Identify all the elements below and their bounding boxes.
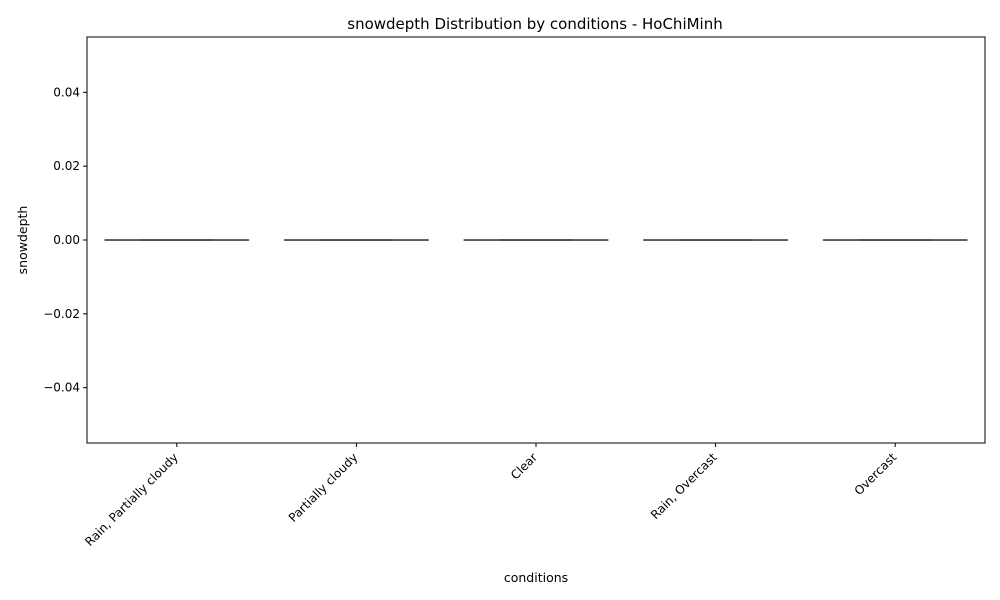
x-tick-label: Partially cloudy [286, 450, 361, 525]
x-tick-label: Overcast [852, 450, 900, 498]
y-axis-label: snowdepth [15, 206, 30, 275]
y-tick-label: 0.02 [53, 159, 80, 173]
x-tick-label: Clear [508, 450, 540, 482]
x-axis-label: conditions [504, 570, 568, 585]
x-tick-label: Rain, Overcast [648, 450, 720, 522]
y-tick-label: 0.04 [53, 85, 80, 99]
x-tick-label: Rain, Partially cloudy [82, 450, 181, 549]
plot-frame [86, 36, 986, 444]
y-tick-label: −0.04 [43, 381, 80, 395]
y-axis-ticks: −0.04 −0.02 0.00 0.02 0.04 [43, 85, 87, 395]
y-tick-label: 0.00 [53, 233, 80, 247]
chart-title: snowdepth Distribution by conditions - H… [347, 15, 722, 33]
y-tick-label: −0.02 [43, 307, 80, 321]
x-axis-ticks: Rain, Partially cloudy Partially cloudy Cl… [82, 443, 900, 549]
